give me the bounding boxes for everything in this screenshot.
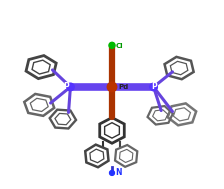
Circle shape	[110, 170, 114, 175]
Circle shape	[67, 83, 74, 91]
Text: P: P	[152, 82, 157, 91]
Text: Pd: Pd	[118, 84, 129, 90]
Text: P: P	[63, 82, 69, 91]
Text: Cl: Cl	[115, 43, 123, 49]
Circle shape	[150, 83, 157, 91]
Circle shape	[107, 82, 117, 92]
Text: N: N	[115, 168, 122, 177]
Circle shape	[109, 42, 115, 48]
